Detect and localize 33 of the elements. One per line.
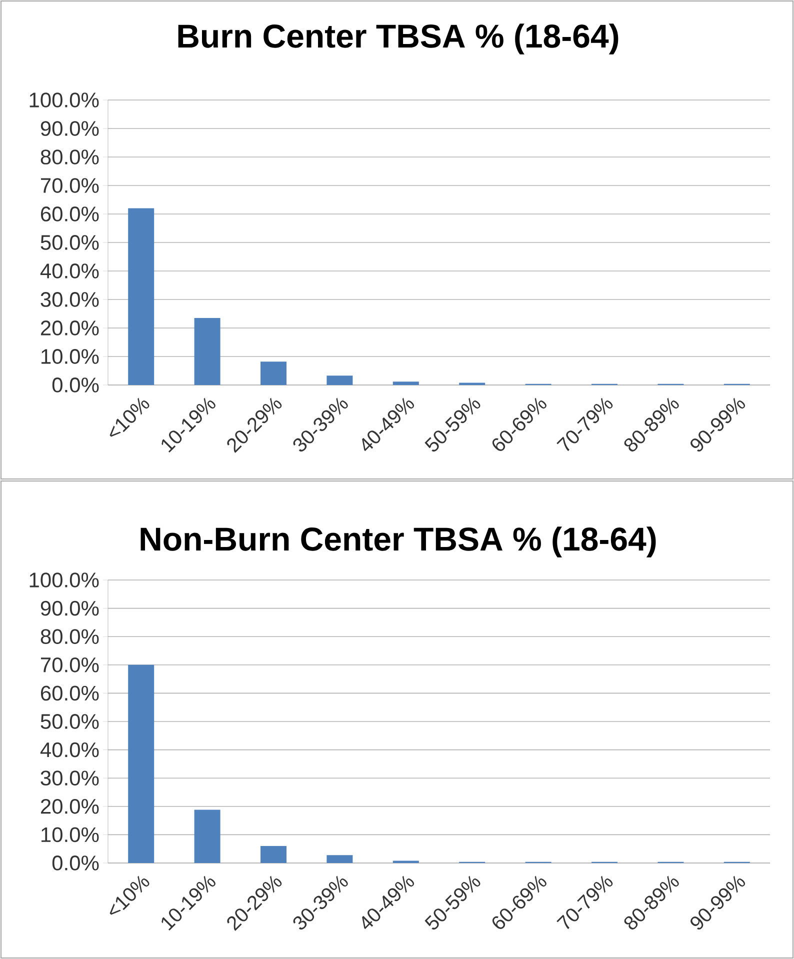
y-tick-label: 50.0%: [40, 235, 99, 250]
y-tick-label: 30.0%: [40, 770, 99, 786]
y-tick-label: 20.0%: [40, 320, 99, 336]
y-tick-label: 60.0%: [40, 206, 99, 222]
y-tick-label: 40.0%: [40, 264, 99, 278]
bar: [128, 208, 154, 385]
y-tick-label: 60.0%: [40, 686, 99, 701]
y-tick-label: 100.0%: [30, 572, 99, 588]
bar: [326, 855, 353, 863]
chart-title: Burn Center TBSA % (18-64): [178, 24, 618, 54]
y-tick-label: 10.0%: [42, 827, 99, 842]
bar: [128, 664, 154, 863]
bar: [194, 810, 220, 863]
y-tick-label: 80.0%: [40, 629, 99, 644]
y-tick-label: 40.0%: [40, 742, 99, 758]
bar: [260, 846, 286, 863]
bar: [392, 382, 419, 385]
y-tick-label: 20.0%: [40, 798, 99, 814]
y-tick-label: 90.0%: [40, 600, 99, 616]
bar: [194, 318, 220, 385]
y-tick-label: 70.0%: [41, 657, 99, 672]
chart-title: Non-Burn Center TBSA % (18-64): [140, 526, 656, 558]
y-tick-label: 0.0%: [52, 856, 99, 870]
y-tick-label: 50.0%: [40, 714, 99, 729]
bar: [260, 362, 286, 385]
bar: [326, 376, 353, 385]
y-tick-label: 30.0%: [40, 292, 99, 307]
y-tick-label: 90.0%: [40, 121, 99, 136]
y-tick-label: 10.0%: [42, 349, 99, 364]
y-tick-label: 0.0%: [52, 378, 99, 392]
y-tick-label: 80.0%: [40, 150, 99, 164]
y-tick-label: 100.0%: [30, 92, 99, 108]
y-tick-label: 70.0%: [41, 178, 99, 193]
